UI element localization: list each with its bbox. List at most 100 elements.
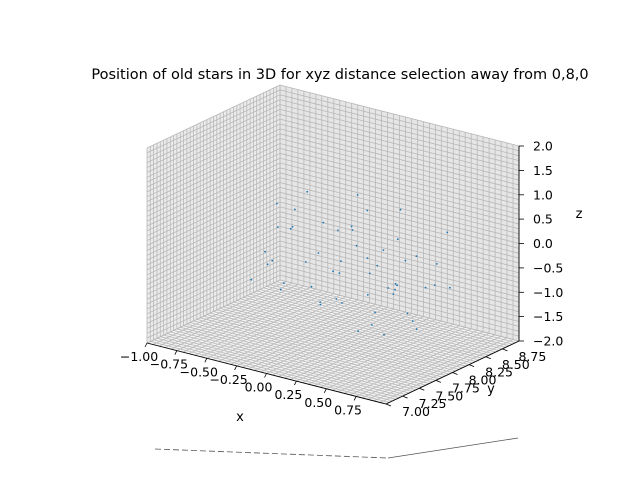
floor-grid-y [226,304,466,367]
floor-grid-y [216,309,456,372]
back-wall-grid-z [279,172,520,235]
z-tick-label: 1.5 [533,163,553,178]
z-tick-label: 1.0 [533,187,553,202]
left-wall-grid-z [146,157,281,222]
data-point [250,278,253,281]
data-point [404,259,407,262]
data-point [276,226,279,229]
data-point [394,282,397,285]
data-point [366,257,369,259]
data-point [376,264,379,267]
data-point [383,333,385,336]
left-wall-grid-z [146,99,281,163]
data-point [291,225,294,228]
data-point [399,208,402,211]
x-tick-mark [144,342,148,348]
x-tick-label: 0.50 [304,395,332,410]
data-point [387,287,390,289]
floor-grid-x [302,319,436,383]
data-point [411,320,414,322]
data-point [433,284,436,286]
data-point [337,229,339,232]
y-tick-label: 7.25 [419,396,447,411]
y-tick-label: 7.75 [452,380,480,395]
z-tick-label: 2.0 [533,139,553,154]
back-wall-grid-z [279,89,520,152]
back-wall-grid-z [279,94,520,157]
floor-grid-y [256,290,496,353]
data-point [341,302,343,304]
data-point [392,293,395,295]
z-tick-label: −1.0 [533,285,563,300]
back-wall-grid-z [279,148,520,210]
data-point [436,263,438,265]
grid-lines [146,84,520,405]
floor-grid-y [250,293,490,356]
back-wall-grid-z [279,143,520,205]
x-tick-mark [174,350,178,355]
floor-grid-y [233,301,473,364]
data-point [415,328,418,331]
floor-grid-y [220,308,460,370]
data-point [355,244,358,247]
left-wall-grid-z [146,148,281,212]
back-wall-grid-z [279,99,520,161]
floor-grid-x [349,331,484,396]
back-wall-grid-z [279,182,520,244]
y-tick-mark [452,372,458,375]
floor-grid-y [243,296,483,359]
data-point [371,324,373,326]
x-tick-label: −0.25 [209,372,247,387]
left-wall-grid-z [146,182,281,246]
back-wall-grid-z [279,133,520,196]
back-wall-grid-z [279,167,520,230]
z-axis-label: z [576,207,583,222]
floor-grid-y [223,306,463,369]
floor-grid-y [246,295,486,358]
floor-grid-y [253,292,493,354]
data-point [289,227,292,230]
data-points [250,190,451,336]
data-point [396,238,399,241]
left-wall-grid-z [146,89,281,154]
back-wall-grid-z [279,104,520,166]
x-tick-label: 0.00 [245,380,273,395]
y-tick-mark [419,387,425,391]
z-tick-label: −1.5 [533,309,563,324]
data-point [264,250,266,253]
left-wall-grid-z [146,143,281,207]
back-wall-grid-z [279,113,520,176]
floor-grid-y [279,279,520,342]
back-wall-grid-z [279,109,520,171]
floor-grid-x [272,311,406,376]
residual-solid-line [387,437,519,459]
data-point [294,208,296,211]
data-point [340,260,342,262]
back-wall-grid-z [279,157,520,220]
left-wall-grid-z [146,167,281,232]
data-point [356,194,359,196]
data-point [350,225,353,228]
data-point [266,263,269,266]
floor-grid-y [269,284,510,347]
data-point [335,298,338,300]
left-wall-grid-z [146,118,281,183]
left-wall-grid-z [146,177,281,241]
y-tick-mark [435,380,442,383]
floor-grid-x [320,323,454,388]
x-tick-mark [204,358,208,363]
residual-dashed-line [154,448,389,459]
floor-grid-x [308,320,442,385]
back-wall-grid-z [279,128,520,191]
residual-axis-lines [154,437,519,459]
back-wall-grid-z [279,138,520,200]
x-tick-label: 0.25 [274,387,302,402]
left-wall-grid-z [146,128,281,193]
floor-grid-x [379,339,514,403]
floor-grid-x [296,317,430,382]
left-wall-grid-z [146,152,281,217]
floor-grid-x [338,328,472,393]
floor-grid-x [367,336,502,400]
data-point [406,312,409,315]
y-tick-label: 8.00 [469,373,497,388]
